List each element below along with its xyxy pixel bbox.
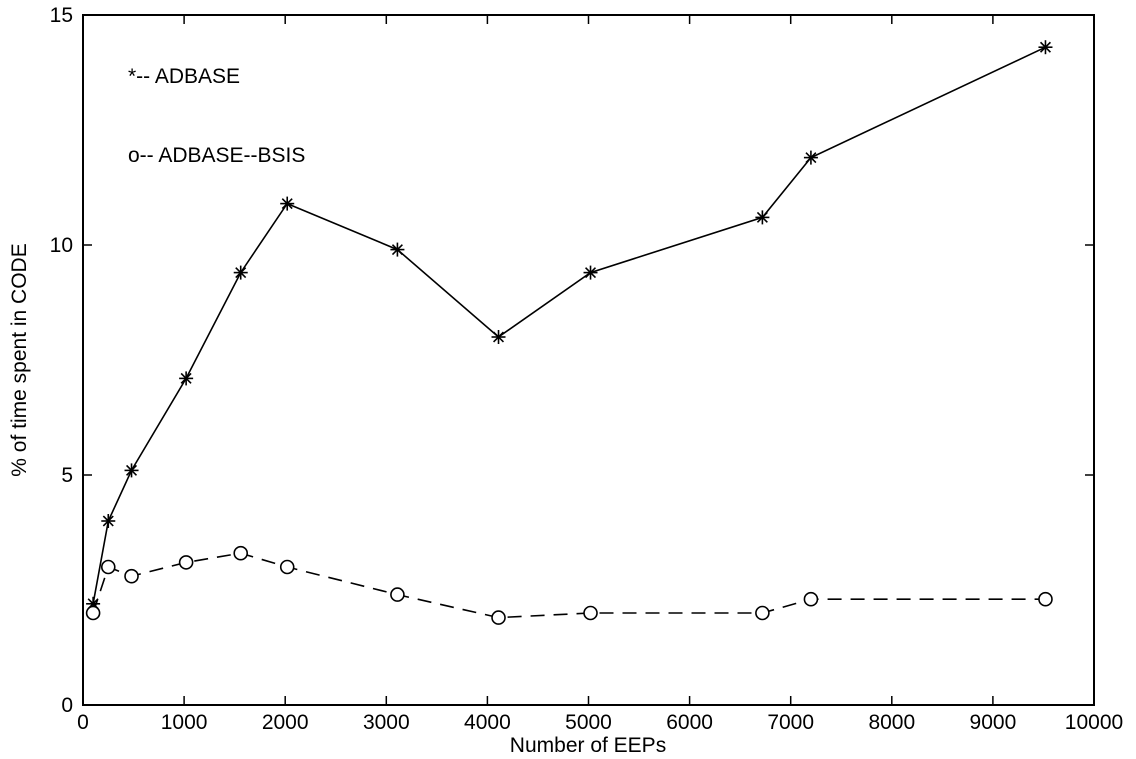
data-point-circle: [100, 559, 116, 575]
x-tick-label: 2000: [262, 711, 309, 734]
data-point-circle: [803, 591, 819, 607]
data-point-star: [583, 265, 598, 280]
data-point-circle: [1038, 591, 1053, 607]
data-point-circle: [85, 605, 101, 621]
x-tick-label: 7000: [767, 711, 814, 734]
x-axis-title: Number of EEPs: [510, 734, 666, 757]
x-tick-label: 10000: [1065, 711, 1123, 734]
x-tick-label: 3000: [363, 711, 410, 734]
data-point-circle: [279, 559, 295, 575]
series-lines: [92, 46, 1046, 619]
x-tick-label: 1000: [161, 711, 208, 734]
y-axis-title: % of time spent in CODE: [8, 243, 31, 476]
data-point-circle: [583, 605, 598, 621]
data-point-star: [1038, 40, 1053, 55]
data-point-star: [101, 514, 116, 528]
legend-entry-adbase-bsis: o-- ADBASE--BSIS: [128, 144, 305, 167]
data-point-star: [803, 150, 818, 165]
data-point-circle: [755, 605, 770, 621]
data-point-circle: [390, 587, 405, 602]
y-tick-label: 15: [50, 4, 73, 27]
data-point-circle: [491, 610, 506, 625]
data-point-circle: [233, 545, 249, 561]
data-point-star: [280, 196, 295, 211]
x-tick-label: 0: [77, 711, 89, 734]
x-tick-label: 5000: [565, 711, 612, 734]
plot-frame: [82, 14, 1095, 706]
data-point-star: [179, 371, 194, 386]
y-tick-label: 5: [61, 464, 73, 487]
series-line-adbase-bsis: [92, 552, 1046, 619]
y-tick-label: 0: [61, 694, 73, 717]
data-point-circle: [124, 568, 139, 584]
series-markers: [85, 40, 1053, 625]
x-tick-label: 8000: [868, 711, 915, 734]
data-point-star: [491, 330, 506, 344]
legend-entry-adbase: *-- ADBASE: [128, 65, 240, 88]
data-point-circle: [178, 555, 194, 570]
data-point-star: [755, 210, 770, 225]
data-point-star: [390, 242, 405, 257]
y-tick-label: 10: [50, 234, 73, 257]
x-tick-label: 6000: [666, 711, 713, 734]
data-point-star: [233, 265, 248, 280]
x-tick-label: 4000: [464, 711, 511, 734]
x-tick-label: 9000: [970, 711, 1017, 734]
axis-ticks: 0 1000 2000 3000 4000 5000 6000 7000 8000 9000 100…: [50, 4, 1124, 734]
series-line-adbase: [92, 46, 1046, 604]
data-point-star: [124, 463, 139, 478]
legend: *-- ADBASE o-- ADBASE--BSIS: [128, 65, 305, 167]
